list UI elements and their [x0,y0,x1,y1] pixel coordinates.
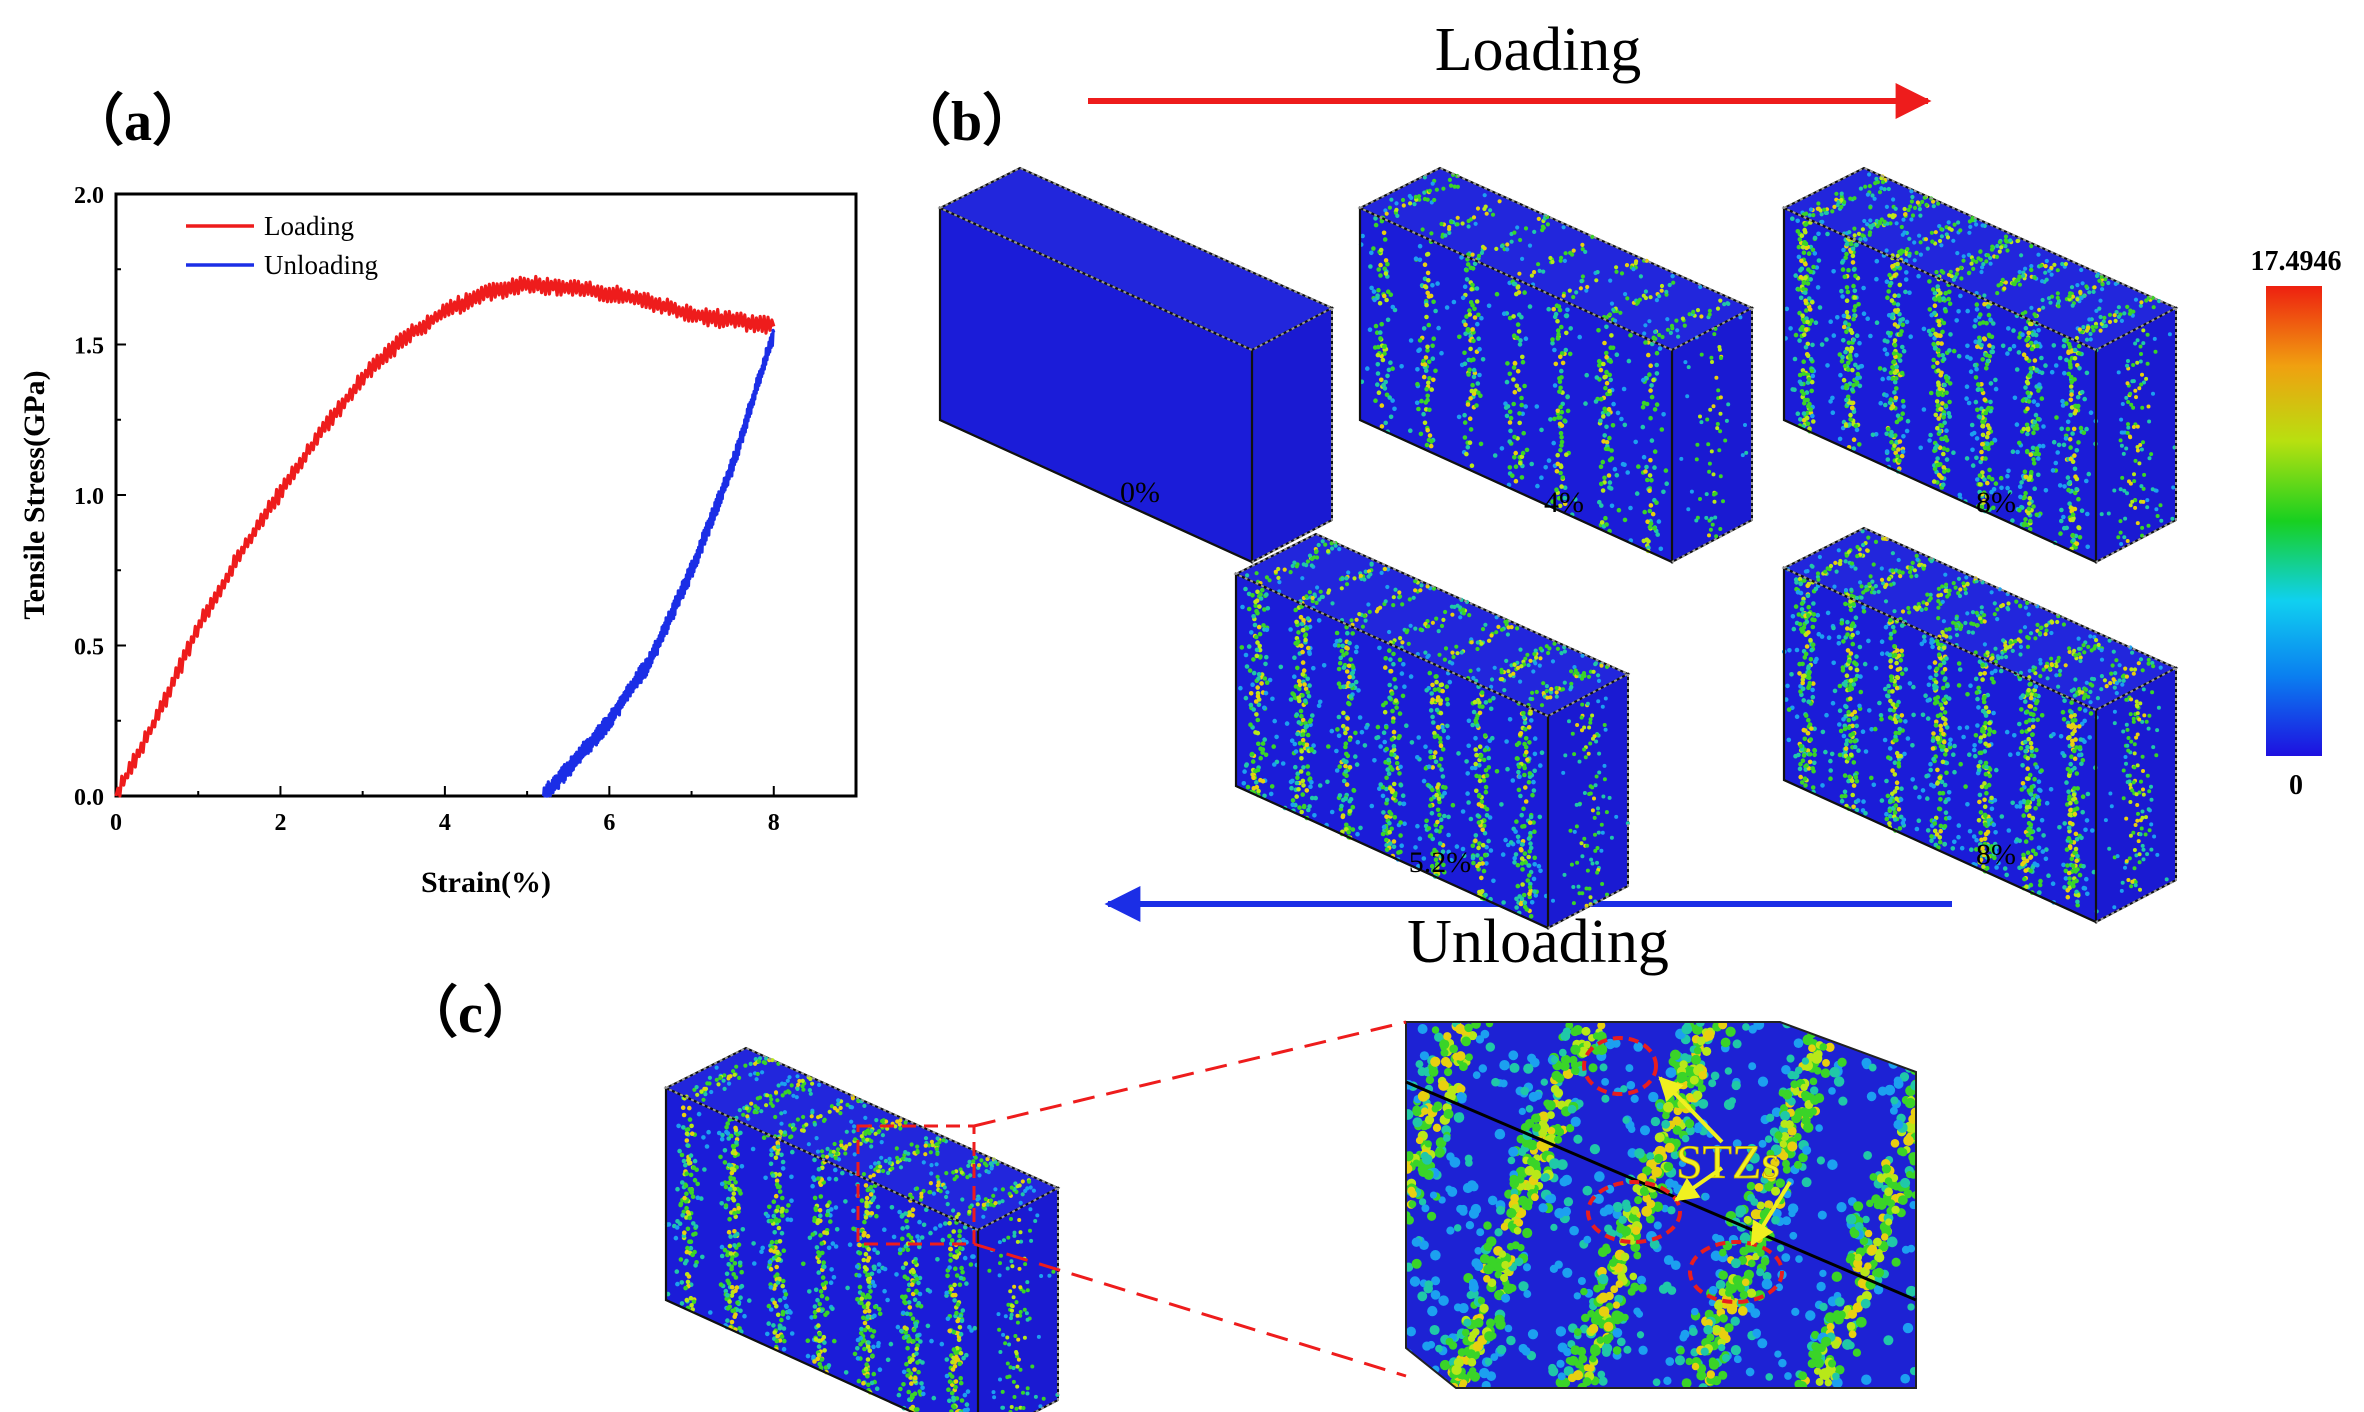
chart-legend: Loading Unloading [186,211,378,280]
panel-label-c: （c） [402,982,539,1045]
series-line-loading [114,274,776,798]
stz-circle [1586,1180,1682,1244]
atom-dots [664,1056,1060,1412]
legend-label: Loading [264,211,354,241]
series-line-unloading [542,328,776,798]
x-tick-label: 2 [274,810,286,836]
atom-dots [1358,172,1749,554]
y-tick-label: 0.0 [74,785,104,811]
snapshot-box-loading [937,166,1335,564]
x-tick-label: 6 [603,810,615,836]
atom-dots [1783,172,2177,552]
plot-frame [114,192,858,798]
panel-label-b: （b） [895,90,1038,153]
zoom-source-rect [856,1124,976,1246]
y-tick-label: 1.0 [74,484,104,510]
panel-c-zoom: STZs [663,1020,1917,1412]
x-tick-label: 4 [439,810,451,836]
y-tick-label: 2.0 [74,183,104,209]
atom-dots [1238,539,1630,919]
colorbar: 17.4946 0 [2251,246,2342,801]
zoom-guide-top [973,1020,1407,1128]
atom-dots [1782,529,2169,914]
zoom-guide-bottom [973,1242,1407,1378]
stz-pointer [1674,1166,1724,1202]
x-tick-label: 0 [110,810,122,836]
panel-label-a: （a） [68,90,208,153]
colorbar-gradient [2266,286,2322,756]
stz-pointer [1658,1076,1724,1144]
panel-c-box [663,1046,1061,1412]
snapshot-box-unloading [1233,532,1631,930]
stz-label: STZs [1676,1136,1780,1189]
zoom-box-edge-line [1405,1080,1917,1302]
loading-arrow-label: Loading [1435,16,1642,84]
snapshot-label: 4% [1544,486,1584,519]
snapshot-label: 5.2% [1409,846,1472,879]
legend-label: Unloading [264,250,378,280]
snapshot-label: 8% [1976,838,2016,871]
y-tick-label: 1.5 [74,334,104,360]
snapshot-box-loading [1781,166,2179,564]
y-tick-label: 0.5 [74,635,104,661]
x-axis-label: Strain(%) [421,866,551,899]
snapshot-label: 8% [1976,486,2016,519]
colorbar-min-label: 0 [2289,770,2303,801]
snapshot-label: 0% [1120,476,1160,509]
stress-strain-chart: 0 2 4 6 8 0.0 0.5 1.0 1.5 2.0 Strain(%) Tensile S… [18,183,858,899]
x-tick-label: 8 [768,810,780,836]
zoom-frame [1405,1021,1917,1389]
stz-circle [1688,1240,1784,1304]
colorbar-max-label: 17.4946 [2251,246,2342,277]
stz-circle [1582,1036,1658,1096]
snapshot-box-loading [1357,166,1755,564]
loading-arrow: Loading [1088,16,1932,119]
stz-pointer [1750,1180,1792,1247]
y-axis-label: Tensile Stress(GPa) [18,370,51,619]
snapshot-box-unloading [1781,526,2179,924]
